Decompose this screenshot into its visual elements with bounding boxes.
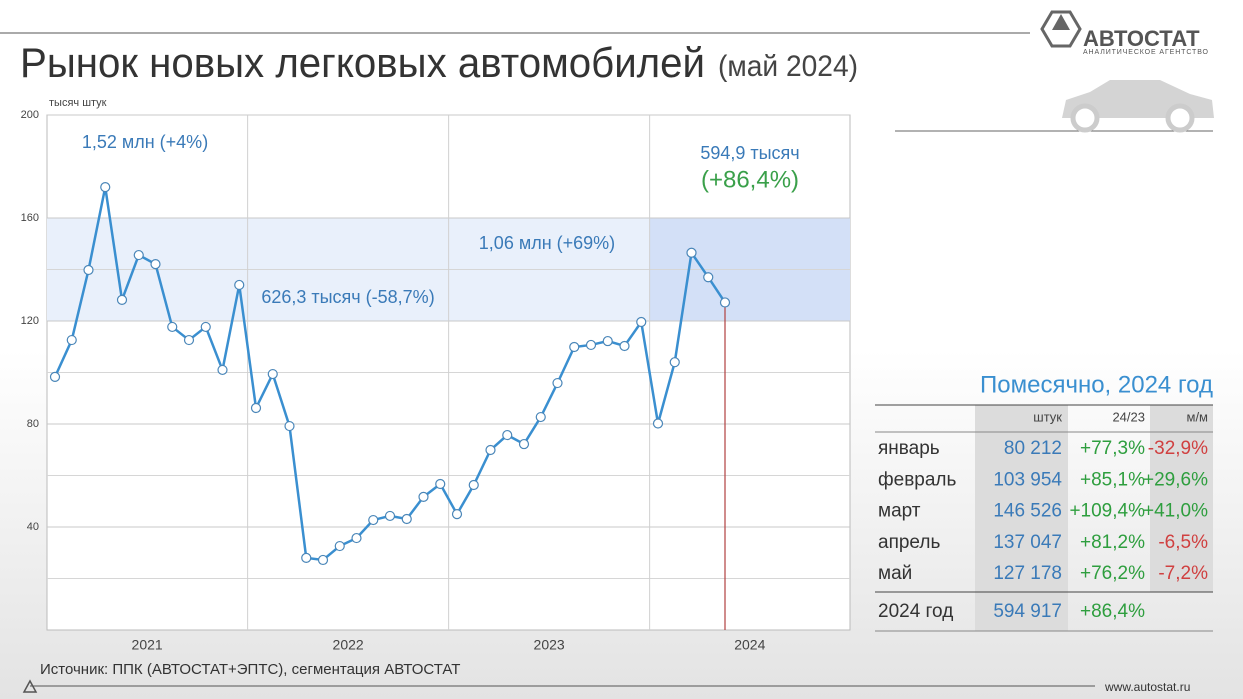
table-cell: 137 047 [993, 532, 1062, 553]
annotation: 1,06 млн (+69%) [479, 233, 615, 253]
data-point [619, 340, 630, 352]
data-point [669, 357, 680, 368]
table-cell: 80 212 [1004, 438, 1062, 459]
x-tick-label: 2023 [534, 637, 565, 653]
data-point [703, 272, 714, 283]
table-cell: +109,4% [1069, 501, 1145, 522]
subtitle: (май 2024) [718, 50, 858, 83]
total-cell: 594 917 [993, 601, 1062, 622]
data-point [552, 377, 563, 389]
col-bg [975, 405, 1068, 631]
y-tick-label: 200 [21, 109, 39, 121]
table-cell: 146 526 [993, 501, 1062, 522]
data-point [83, 264, 94, 276]
data-point [368, 514, 379, 526]
data-point [100, 182, 111, 193]
x-tick-label: 2022 [333, 637, 364, 653]
data-point [502, 429, 513, 441]
data-point [585, 339, 597, 351]
col-bg [1150, 405, 1213, 592]
data-point [334, 540, 345, 552]
url: www.autostat.ru [1104, 680, 1190, 694]
row-label: март [878, 501, 921, 522]
source: Источник: ППК (АВТОСТАТ+ЭПТС), сегментац… [40, 661, 460, 678]
data-point [602, 335, 613, 347]
chart: 40 80 120 160 200 тысяч штук 2021 2022 2023 2024 1… [21, 97, 851, 653]
x-tick-label: 2024 [734, 637, 765, 653]
table-cell: -7,2% [1158, 563, 1208, 584]
column-header: штук [1033, 409, 1062, 424]
table-cell: +29,6% [1143, 469, 1208, 490]
total-label: 2024 год [878, 601, 953, 622]
data-point [401, 513, 412, 525]
y-tick-label: 80 [27, 418, 39, 430]
table-cell: +76,2% [1080, 563, 1145, 584]
data-point [284, 420, 295, 432]
y-axis-label: тысяч штук [49, 97, 107, 109]
data-point [49, 371, 61, 382]
data-point [167, 321, 178, 333]
table-cell: +81,2% [1080, 532, 1145, 553]
data-point [351, 532, 362, 544]
data-point [569, 341, 580, 353]
annotation: 626,3 тысяч (-58,7%) [261, 287, 434, 307]
table-cell: +41,0% [1143, 501, 1208, 522]
data-point [686, 247, 697, 258]
data-point [150, 258, 161, 270]
data-point [250, 402, 262, 414]
data-point [317, 554, 329, 566]
table-cell: -6,5% [1158, 532, 1208, 553]
data-point [301, 552, 312, 564]
title: Рынок новых легковых автомобилей [20, 39, 705, 86]
data-point [234, 279, 245, 291]
row-label: май [878, 563, 912, 584]
data-point [217, 364, 228, 376]
data-point [116, 294, 128, 305]
total-cell: +86,4% [1080, 601, 1145, 622]
data-point [200, 321, 211, 333]
row-label: февраль [878, 469, 957, 490]
data-point [518, 438, 530, 450]
annotation: (+86,4%) [701, 166, 799, 193]
data-point [133, 249, 144, 261]
data-point [384, 510, 396, 522]
table-cell: 127 178 [993, 563, 1062, 584]
data-point [451, 509, 463, 520]
data-point [485, 444, 496, 456]
data-point [535, 411, 546, 423]
column-header: 24/23 [1112, 409, 1145, 424]
y-tick-label: 160 [21, 212, 39, 224]
table-cell: -32,9% [1148, 438, 1208, 459]
y-tick-label: 120 [21, 315, 39, 327]
logo-name: АВТОСТАТ [1083, 26, 1200, 51]
table-title: Помесячно, 2024 год [980, 371, 1213, 398]
data-point [418, 491, 429, 502]
table-cell: +85,1% [1080, 469, 1145, 490]
annotation: 1,52 млн (+4%) [82, 132, 208, 152]
table-cell: 103 954 [993, 469, 1062, 490]
annotation: 594,9 тысяч [700, 143, 799, 163]
row-label: апрель [878, 532, 940, 553]
data-point [183, 334, 195, 346]
data-point [66, 334, 77, 346]
row-label: январь [878, 438, 940, 459]
data-point [267, 368, 278, 380]
table-cell: +77,3% [1080, 438, 1145, 459]
y-tick-label: 40 [27, 521, 39, 533]
x-tick-label: 2021 [132, 637, 163, 653]
logo-tagline: АНАЛИТИЧЕСКОЕ АГЕНТСТВО [1083, 49, 1209, 56]
data-point [468, 479, 479, 491]
data-point [636, 316, 647, 328]
logo: АВТОСТАТ АНАЛИТИЧЕСКОЕ АГЕНТСТВО [1040, 10, 1209, 56]
footer-icon [22, 679, 38, 693]
data-point [719, 297, 731, 308]
table: Помесячно, 2024 год штук 24/23 м/м январь 80 … [875, 371, 1213, 632]
data-point [435, 478, 446, 490]
car-icon [1062, 80, 1214, 133]
data-point [652, 418, 664, 429]
column-header: м/м [1187, 409, 1209, 424]
